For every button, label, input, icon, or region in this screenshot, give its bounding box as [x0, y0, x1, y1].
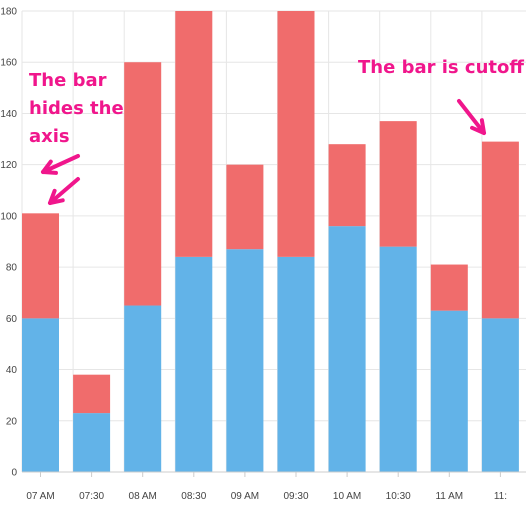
y-tick-label: 160 [0, 58, 17, 69]
annotations: The bar hides the axis The bar is cutoff [29, 57, 524, 205]
x-tick-label: 07 AM [26, 491, 54, 502]
y-tick-label: 100 [0, 211, 17, 222]
axes: 0 20 40 60 80 100 120 140 160 180 07 AM 07:30 08 AM 0… [0, 7, 526, 502]
bar-segment-series-2 [277, 11, 315, 257]
x-tick-label: 08:30 [181, 491, 206, 502]
bar-segment-series-1 [277, 256, 315, 472]
bar-segment-series-1 [22, 318, 59, 472]
x-tick-label: 11 AM [435, 491, 463, 502]
bar-segment-series-2 [328, 144, 366, 227]
bar-segment-series-1 [226, 249, 264, 472]
arrow-head [41, 159, 58, 175]
bar-segment-series-2 [226, 164, 264, 250]
bar-segment-series-1 [430, 310, 468, 472]
y-tick-label: 120 [0, 160, 17, 171]
bar-segment-series-2 [430, 264, 468, 311]
y-tick-label: 0 [11, 468, 17, 479]
bars [22, 11, 519, 472]
x-tick-label: 11: [494, 491, 507, 502]
y-tick-label: 80 [6, 263, 18, 274]
arrow-shaft [41, 154, 80, 174]
arrow-head [48, 188, 65, 205]
arrow-to-cutoff-bar [457, 99, 486, 135]
arrow-shaft [48, 177, 80, 205]
arrow-to-axis-upper [41, 154, 80, 175]
bar-segment-series-1 [328, 226, 366, 472]
bar-segment-series-2 [175, 11, 213, 257]
y-tick-label: 20 [6, 416, 18, 427]
x-tick-label: 07:30 [79, 491, 104, 502]
bar-segment-series-2 [124, 62, 162, 306]
bar-segment-series-2 [22, 213, 59, 319]
x-tick-label: 10:30 [386, 491, 411, 502]
annotation-text-axis: The bar [29, 70, 107, 91]
bar-segment-series-1 [124, 305, 162, 472]
arrow-to-axis-lower [48, 177, 80, 205]
annotation-text-axis: hides the [29, 98, 124, 119]
bar-segment-series-2 [73, 374, 111, 414]
bar-segment-series-2 [481, 141, 519, 319]
arrow-shaft [457, 99, 486, 135]
annotation-text-axis: axis [29, 126, 70, 147]
x-tick-label: 09:30 [283, 491, 308, 502]
y-tick-label: 40 [6, 365, 18, 376]
x-tick-label: 09 AM [231, 491, 259, 502]
bar-segment-series-1 [481, 318, 519, 472]
bar-segment-series-2 [379, 121, 417, 247]
arrow-head [470, 118, 486, 135]
bar-segment-series-1 [175, 256, 213, 472]
y-tick-label: 140 [0, 109, 17, 120]
x-tick-label: 08 AM [129, 491, 157, 502]
x-tick-label: 10 AM [333, 491, 361, 502]
y-tick-label: 180 [0, 7, 17, 18]
y-tick-label: 60 [6, 314, 18, 325]
bar-segment-series-1 [73, 413, 111, 472]
annotation-text-cutoff: The bar is cutoff [358, 57, 524, 78]
bar-segment-series-1 [379, 246, 417, 472]
